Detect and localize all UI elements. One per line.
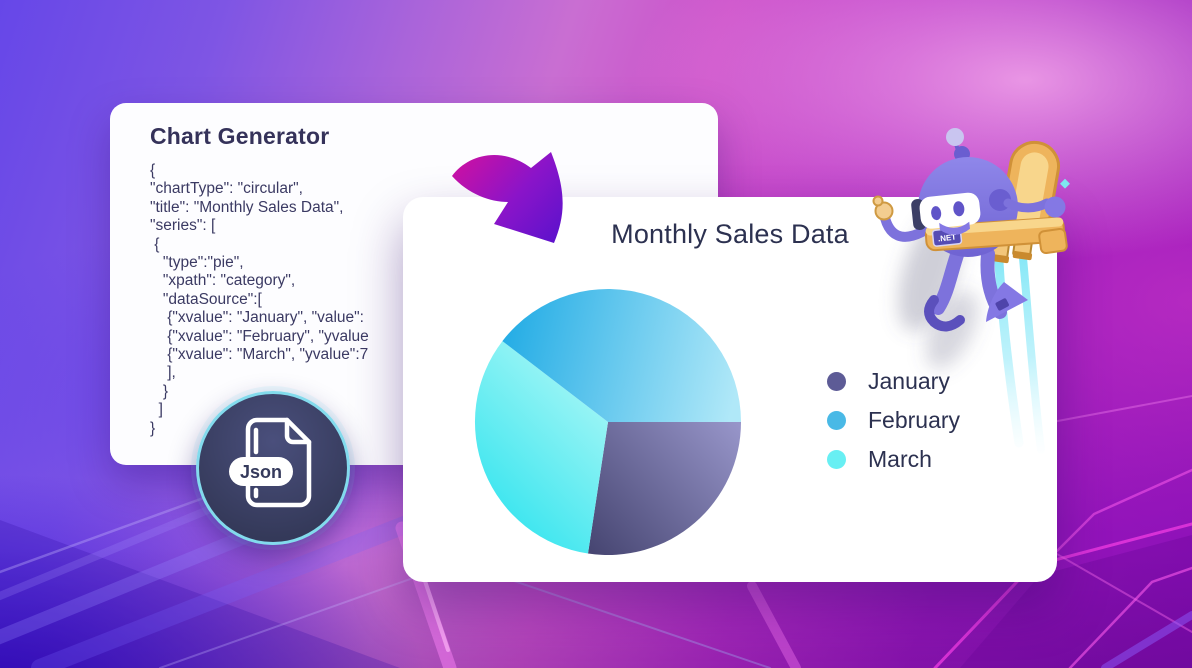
legend-item: January <box>827 368 960 395</box>
chart-legend: January February March <box>827 368 960 485</box>
curved-arrow-icon <box>452 152 563 243</box>
robot-right-hand <box>1044 196 1066 218</box>
chart-title: Monthly Sales Data <box>611 219 849 249</box>
legend-dot-icon <box>827 450 846 469</box>
robot-visor <box>911 192 981 235</box>
robot-legs <box>924 245 1028 332</box>
robot-right-arm <box>1003 198 1052 213</box>
legend-label: March <box>868 446 932 472</box>
robot-eye <box>931 206 942 221</box>
legend-label: January <box>868 368 950 394</box>
bg-facet <box>960 535 1192 668</box>
dotnet-bot: .NET <box>872 128 1070 454</box>
legend-item: March <box>827 446 960 473</box>
robot-badge-label: .NET <box>938 233 957 244</box>
generator-card-title: Chart Generator <box>150 123 330 149</box>
jet-trail-icon <box>994 257 1024 448</box>
pie-slice-march <box>474 341 608 554</box>
robot-antenna <box>946 128 970 162</box>
robot-left-hand <box>874 201 894 221</box>
robot-left-thumb <box>872 195 884 207</box>
bg-facet <box>0 520 400 668</box>
json-file-icon <box>245 417 312 508</box>
json-code-block: { "chartType": "circular", "title": "Mon… <box>150 162 369 437</box>
json-file-badge: Json <box>196 391 350 545</box>
pie-slice-february <box>502 288 741 422</box>
legend-dot-icon <box>827 372 846 391</box>
json-pill <box>229 457 293 486</box>
robot-left-arm <box>880 213 927 242</box>
robot-eye <box>953 201 965 217</box>
json-pill-label: Json <box>240 462 282 482</box>
sparkle-icon <box>1060 178 1070 189</box>
legend-label: February <box>868 407 961 433</box>
legend-item: February <box>827 407 960 434</box>
pie-chart <box>474 288 741 556</box>
jet-trail-icon <box>1019 254 1045 454</box>
belt-end-plate <box>1038 227 1068 255</box>
legend-dot-icon <box>827 411 846 430</box>
pie-slice-january <box>588 422 741 556</box>
bg-facet <box>1040 475 1192 575</box>
